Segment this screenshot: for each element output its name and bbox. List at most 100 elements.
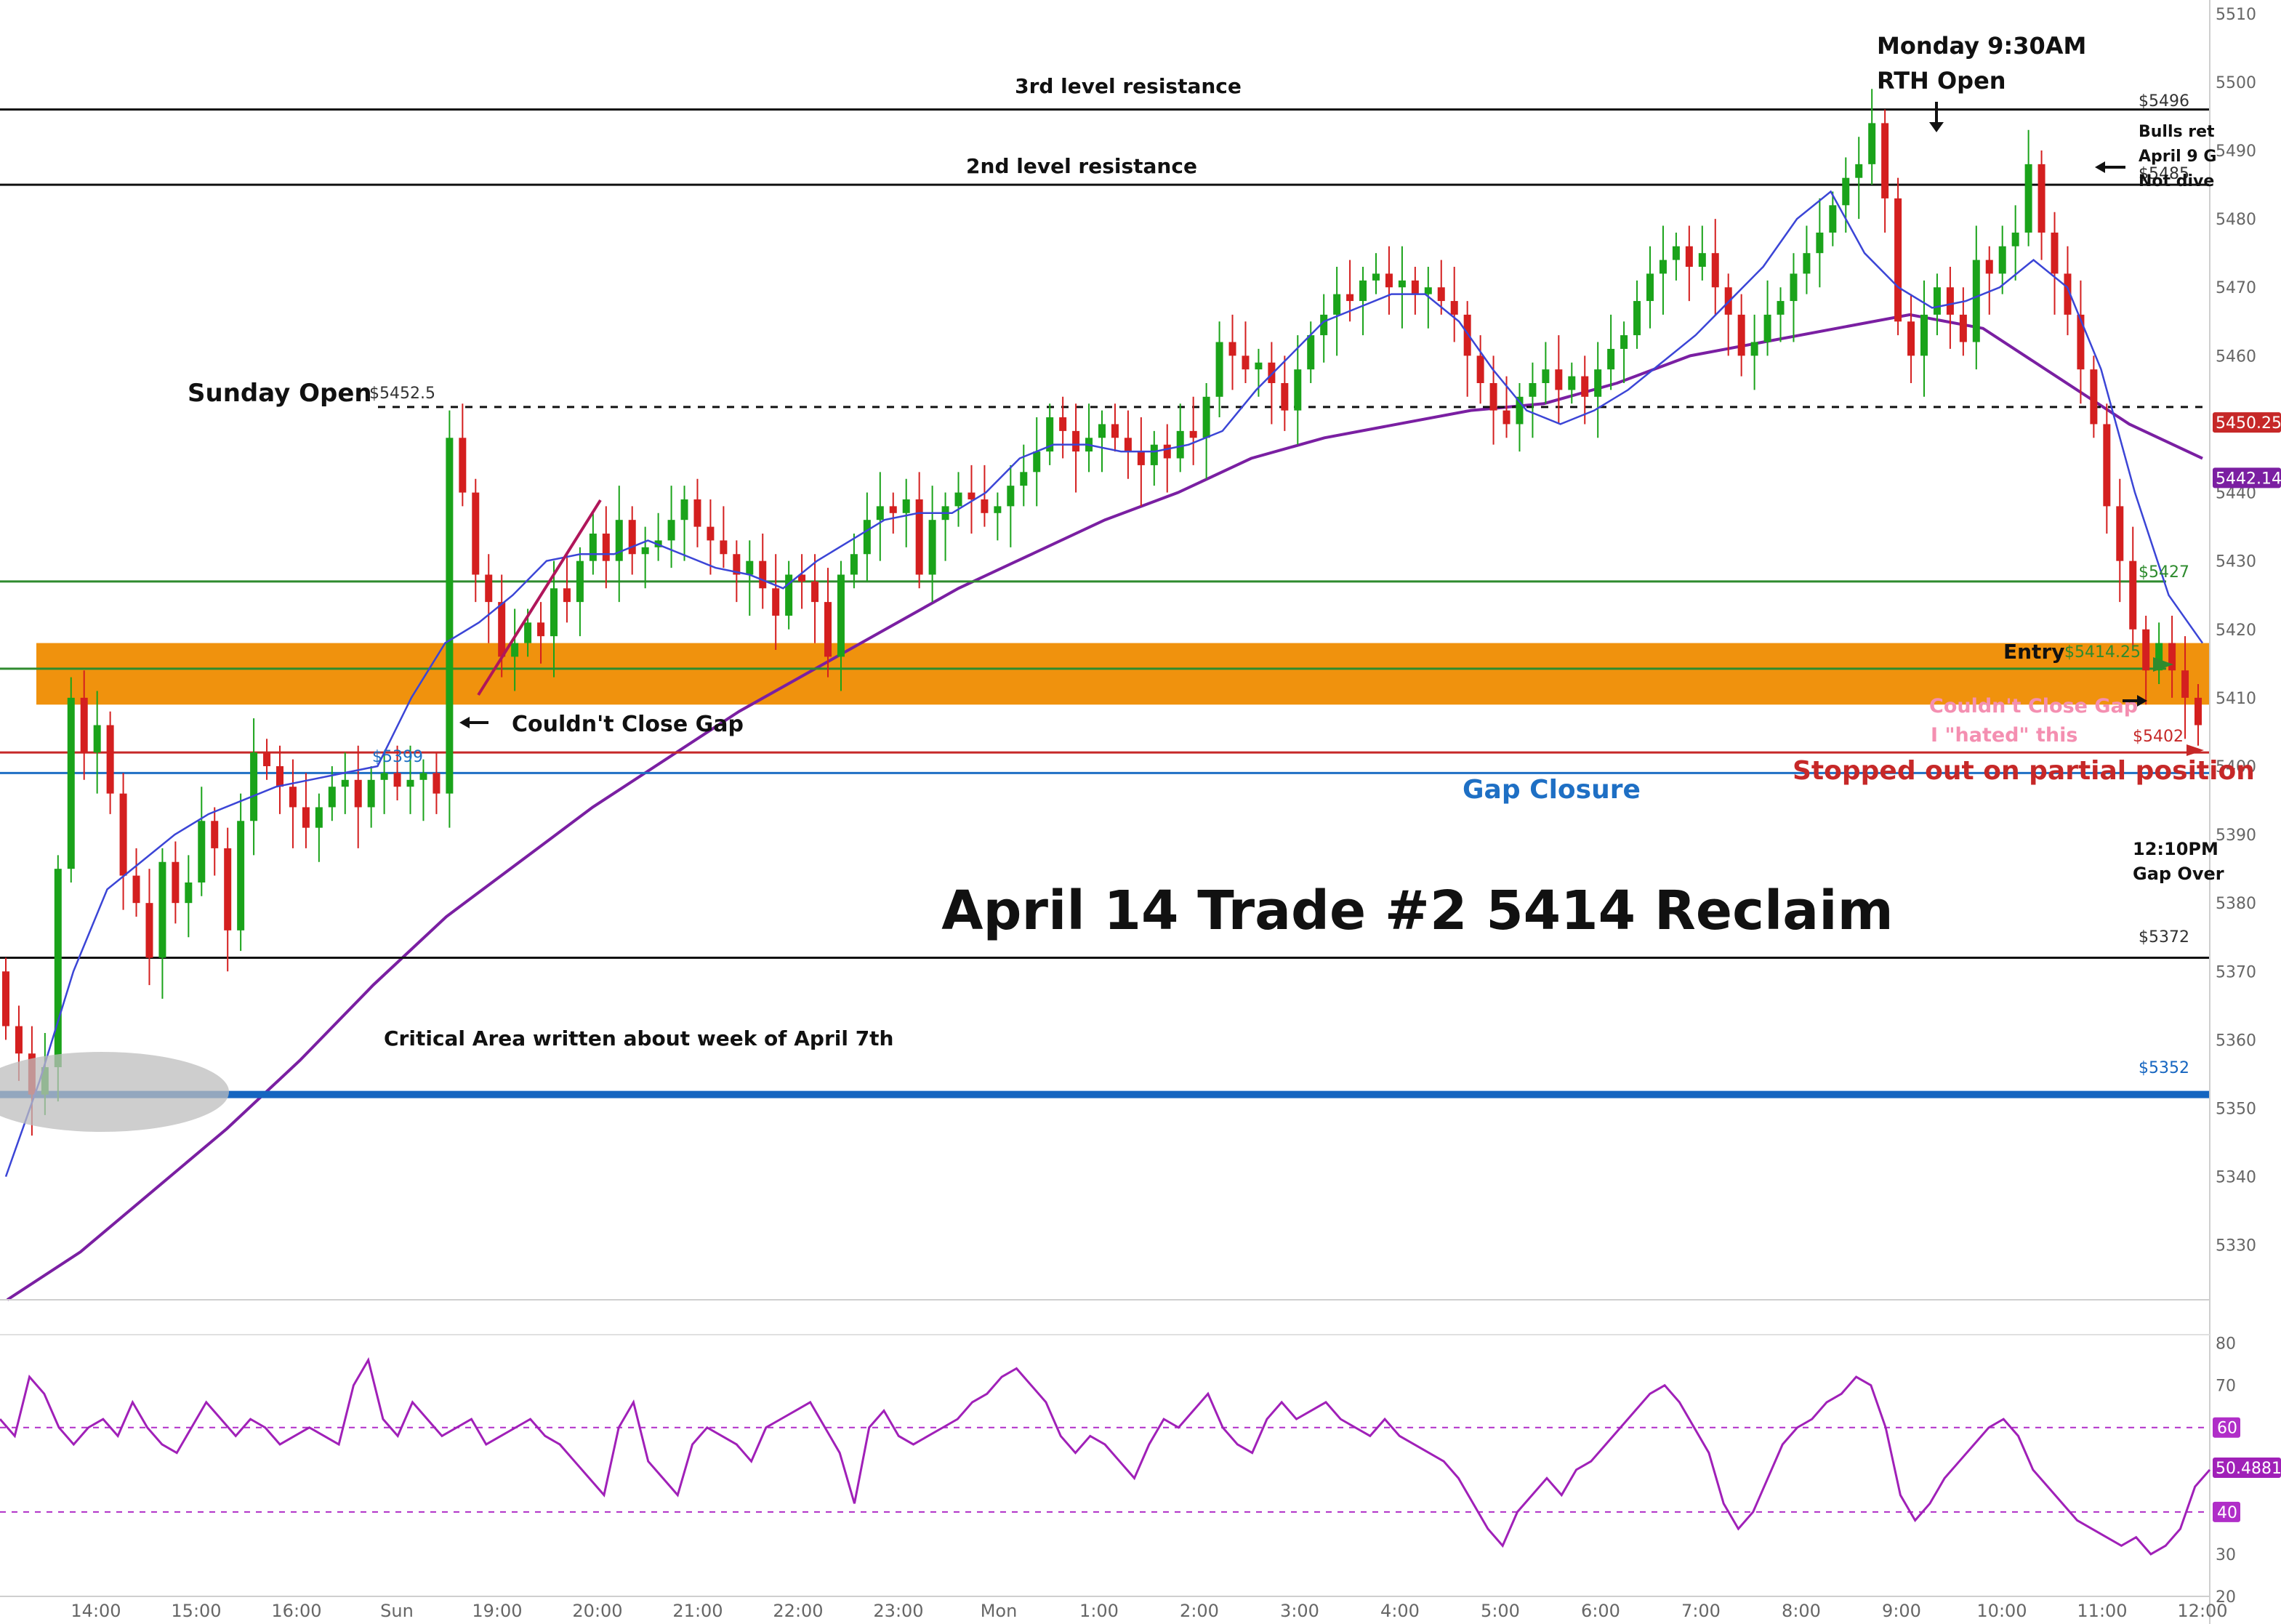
y-tick-label: 5360 <box>2216 1032 2256 1050</box>
bulls-label-2: April 9 G <box>2139 148 2216 166</box>
candle-body <box>2037 164 2045 233</box>
candle-body <box>289 787 297 808</box>
y-tick-label: 5350 <box>2216 1101 2256 1119</box>
candle-body <box>1411 280 1419 294</box>
rsi-current-label: 50.4881 <box>2216 1460 2281 1478</box>
candle-body <box>1633 301 1641 336</box>
candle-body <box>1163 444 1171 459</box>
candle-body <box>693 499 701 527</box>
candle-body <box>1646 273 1654 302</box>
level-label-res2: 2nd level resistance <box>966 154 1197 178</box>
candle-body <box>746 560 754 575</box>
rth-open-label: RTH Open <box>1877 67 2006 95</box>
candle-body <box>472 492 480 575</box>
candle-body <box>1294 369 1302 411</box>
candle-body <box>902 499 910 513</box>
candle-body <box>641 547 649 555</box>
candle-body <box>1998 246 2006 274</box>
candle-body <box>1268 362 1276 383</box>
candle-body <box>2 971 9 1026</box>
rsi-level-label: 40 <box>2217 1504 2237 1522</box>
candle-body <box>2155 643 2163 671</box>
candle-body <box>2077 314 2085 370</box>
x-tick-label: 9:00 <box>1882 1601 1921 1621</box>
candle-body <box>1489 382 1497 411</box>
candle-body <box>1111 424 1119 438</box>
candle-body <box>2064 273 2072 315</box>
candle-body <box>1150 444 1158 465</box>
candle-body <box>1450 301 1458 315</box>
candle-body <box>524 622 532 643</box>
candle-body <box>1985 260 1993 274</box>
y-tick-label: 5340 <box>2216 1169 2256 1187</box>
candle-body <box>250 752 258 821</box>
candle-body <box>132 875 140 904</box>
monday-open-label: Monday 9:30AM <box>1877 32 2086 60</box>
rsi-current-badge <box>2213 1457 2281 1478</box>
candle-body <box>889 506 897 513</box>
time-1210-label: 12:10PM <box>2133 839 2218 859</box>
candle-body <box>1920 314 1928 356</box>
candle-body <box>54 869 62 1068</box>
x-tick-label: 23:00 <box>873 1601 923 1621</box>
candle-body <box>485 574 493 603</box>
candle-body <box>2090 369 2098 425</box>
price-label-5352: $5352 <box>2139 1059 2189 1077</box>
price-label-5372: $5372 <box>2139 928 2189 946</box>
stopped-out-label: Stopped out on partial position <box>1793 756 2255 786</box>
x-tick-label: 22:00 <box>773 1601 823 1621</box>
candle-body <box>1098 424 1106 438</box>
couldnt-close-gap-label: Couldn't Close Gap <box>512 712 744 737</box>
candle-body <box>211 821 219 848</box>
candle-body <box>1659 260 1667 274</box>
candle-body <box>550 588 558 637</box>
candle-body <box>1842 177 1850 206</box>
candle-body <box>589 534 597 561</box>
candle-body <box>1542 369 1550 383</box>
candle-body <box>1020 472 1028 486</box>
candle-body <box>1033 451 1041 473</box>
candle-body <box>1398 280 1406 288</box>
candle-body <box>994 506 1002 513</box>
critical-area-label: Critical Area written about week of Apri… <box>384 1026 894 1050</box>
price-label-5485: $5485 <box>2139 165 2189 183</box>
candle-body <box>928 520 936 575</box>
candle-body <box>1124 438 1132 452</box>
candle-body <box>1437 287 1445 302</box>
gap-arrow-head <box>459 717 470 728</box>
candle-body <box>1059 417 1067 431</box>
candle-body <box>15 1026 23 1054</box>
candle-body <box>1568 376 1576 390</box>
time-axis-labels: 14:00 15:00 16:00 Sun 19:00 20:00 21:00 22:00 23… <box>71 1601 2227 1621</box>
candle-body <box>1502 410 1510 425</box>
candle-body <box>602 534 610 561</box>
price-levels-layer <box>0 108 2210 1098</box>
candle-body <box>1228 342 1236 356</box>
candle-body <box>172 861 180 904</box>
y-tick-label: 5460 <box>2216 347 2256 366</box>
entry-label: Entry <box>2003 640 2065 664</box>
x-tick-label: 14:00 <box>71 1601 121 1621</box>
critical-area-ellipse <box>0 1052 229 1132</box>
candle-body <box>1007 486 1015 507</box>
rsi-level-badge <box>2213 1417 2240 1438</box>
candle-body <box>1750 342 1758 356</box>
candle-body <box>328 787 336 808</box>
candle-body <box>1476 355 1484 383</box>
candle-body <box>1463 314 1471 356</box>
x-tick-label: 15:00 <box>171 1601 221 1621</box>
gap-over-label: Gap Over <box>2133 864 2224 884</box>
candle-body <box>1529 382 1537 397</box>
price-label-5427: $5427 <box>2139 563 2189 582</box>
x-tick-label: 1:00 <box>1079 1601 1119 1621</box>
entry-zone <box>36 643 2210 705</box>
candle-body <box>680 499 688 520</box>
candle-body <box>1555 369 1563 390</box>
candle-body <box>772 588 780 616</box>
candle-body <box>1698 253 1706 268</box>
candle-body <box>1202 396 1210 438</box>
candle-body <box>2142 629 2150 671</box>
candle-body <box>811 581 819 603</box>
candle-body <box>1777 301 1785 315</box>
